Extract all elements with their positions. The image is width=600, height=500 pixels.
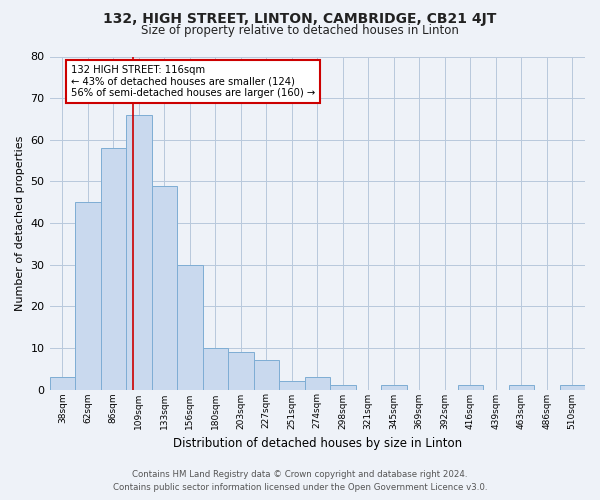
Bar [254,360,279,390]
Bar [560,386,585,390]
Bar [203,348,228,390]
Bar [458,386,483,390]
Bar [50,377,75,390]
Text: 132 HIGH STREET: 116sqm
← 43% of detached houses are smaller (124)
56% of semi-d: 132 HIGH STREET: 116sqm ← 43% of detache… [71,65,315,98]
Bar [228,352,254,390]
X-axis label: Distribution of detached houses by size in Linton: Distribution of detached houses by size … [173,437,462,450]
Bar [75,202,101,390]
Text: 132, HIGH STREET, LINTON, CAMBRIDGE, CB21 4JT: 132, HIGH STREET, LINTON, CAMBRIDGE, CB2… [103,12,497,26]
Bar [305,377,330,390]
Bar [126,115,152,390]
Bar [509,386,534,390]
Bar [330,386,356,390]
Bar [381,386,407,390]
Bar [279,381,305,390]
Bar [152,186,177,390]
Bar [101,148,126,390]
Text: Contains HM Land Registry data © Crown copyright and database right 2024.
Contai: Contains HM Land Registry data © Crown c… [113,470,487,492]
Y-axis label: Number of detached properties: Number of detached properties [15,136,25,310]
Bar [177,264,203,390]
Text: Size of property relative to detached houses in Linton: Size of property relative to detached ho… [141,24,459,37]
